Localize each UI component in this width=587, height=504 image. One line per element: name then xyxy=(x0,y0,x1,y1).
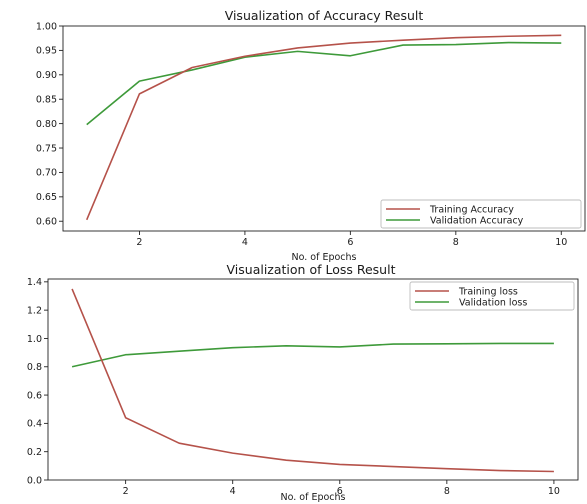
x-axis-label: No. of Epochs xyxy=(280,492,345,503)
plot-area xyxy=(62,25,586,232)
x-tick-label: 6 xyxy=(337,486,343,497)
series-line xyxy=(71,342,554,368)
legend-label: Validation Accuracy xyxy=(430,216,524,227)
y-tick-label: 0.90 xyxy=(36,70,57,81)
x-tick-label: 4 xyxy=(230,486,236,497)
y-tick-label: 0.80 xyxy=(36,119,57,130)
legend: Training Accuracy Validation Accuracy xyxy=(380,199,582,229)
legend-label: Training loss xyxy=(458,287,518,298)
legend: Training loss Validation loss xyxy=(409,281,575,311)
y-tick-label: 0.6 xyxy=(27,390,42,401)
x-tick-label: 8 xyxy=(444,486,450,497)
axis-ticks: 2 4 6 8 10 0.0 0.2 0.4 0.6 0.8 1.0 1.2 1.4 xyxy=(27,277,560,497)
y-tick-label: 1.2 xyxy=(27,305,42,316)
legend-label: Validation loss xyxy=(459,298,527,309)
y-tick-label: 0.4 xyxy=(27,419,42,430)
y-tick-label: 0.65 xyxy=(36,192,57,203)
series-line xyxy=(71,288,554,473)
series-lines xyxy=(71,288,554,473)
legend-box xyxy=(409,281,575,311)
x-tick-label: 10 xyxy=(548,486,560,497)
x-tick-label: 8 xyxy=(453,237,459,248)
x-tick-label: 4 xyxy=(242,237,248,248)
y-tick-label: 0.8 xyxy=(27,362,42,373)
y-tick-label: 0.95 xyxy=(36,46,57,57)
series-line xyxy=(86,41,562,126)
y-tick-label: 0.0 xyxy=(27,475,42,486)
x-tick-label: 2 xyxy=(136,237,142,248)
legend-label: Training Accuracy xyxy=(429,205,514,216)
y-tick-label: 0.75 xyxy=(36,143,57,154)
y-tick-label: 0.70 xyxy=(36,168,57,179)
loss-chart: Visualization of Loss Result 2 4 6 8 10 0.0 0.… xyxy=(27,262,579,503)
accuracy-chart: Visualization of Accuracy Result 2 4 6 8 10 0… xyxy=(36,8,586,263)
x-tick-label: 2 xyxy=(123,486,129,497)
y-tick-label: 1.4 xyxy=(27,277,42,288)
y-tick-label: 0.2 xyxy=(27,447,42,458)
series-lines xyxy=(85,34,562,221)
x-tick-label: 6 xyxy=(347,237,353,248)
x-tick-label: 10 xyxy=(555,237,567,248)
chart-title: Visualization of Loss Result xyxy=(227,262,396,277)
series-line xyxy=(85,34,562,221)
y-tick-label: 0.85 xyxy=(36,95,57,106)
x-axis-label: No. of Epochs xyxy=(291,252,356,263)
y-tick-label: 0.60 xyxy=(36,217,57,228)
legend-box xyxy=(380,199,582,229)
plot-area xyxy=(47,278,579,481)
y-tick-label: 1.0 xyxy=(27,334,42,345)
chart-title: Visualization of Accuracy Result xyxy=(225,8,424,23)
axis-ticks: 2 4 6 8 10 0.60 0.65 0.70 0.75 0.80 0.85 0.90 0.95 1.… xyxy=(36,21,567,248)
y-tick-label: 1.00 xyxy=(36,21,57,32)
